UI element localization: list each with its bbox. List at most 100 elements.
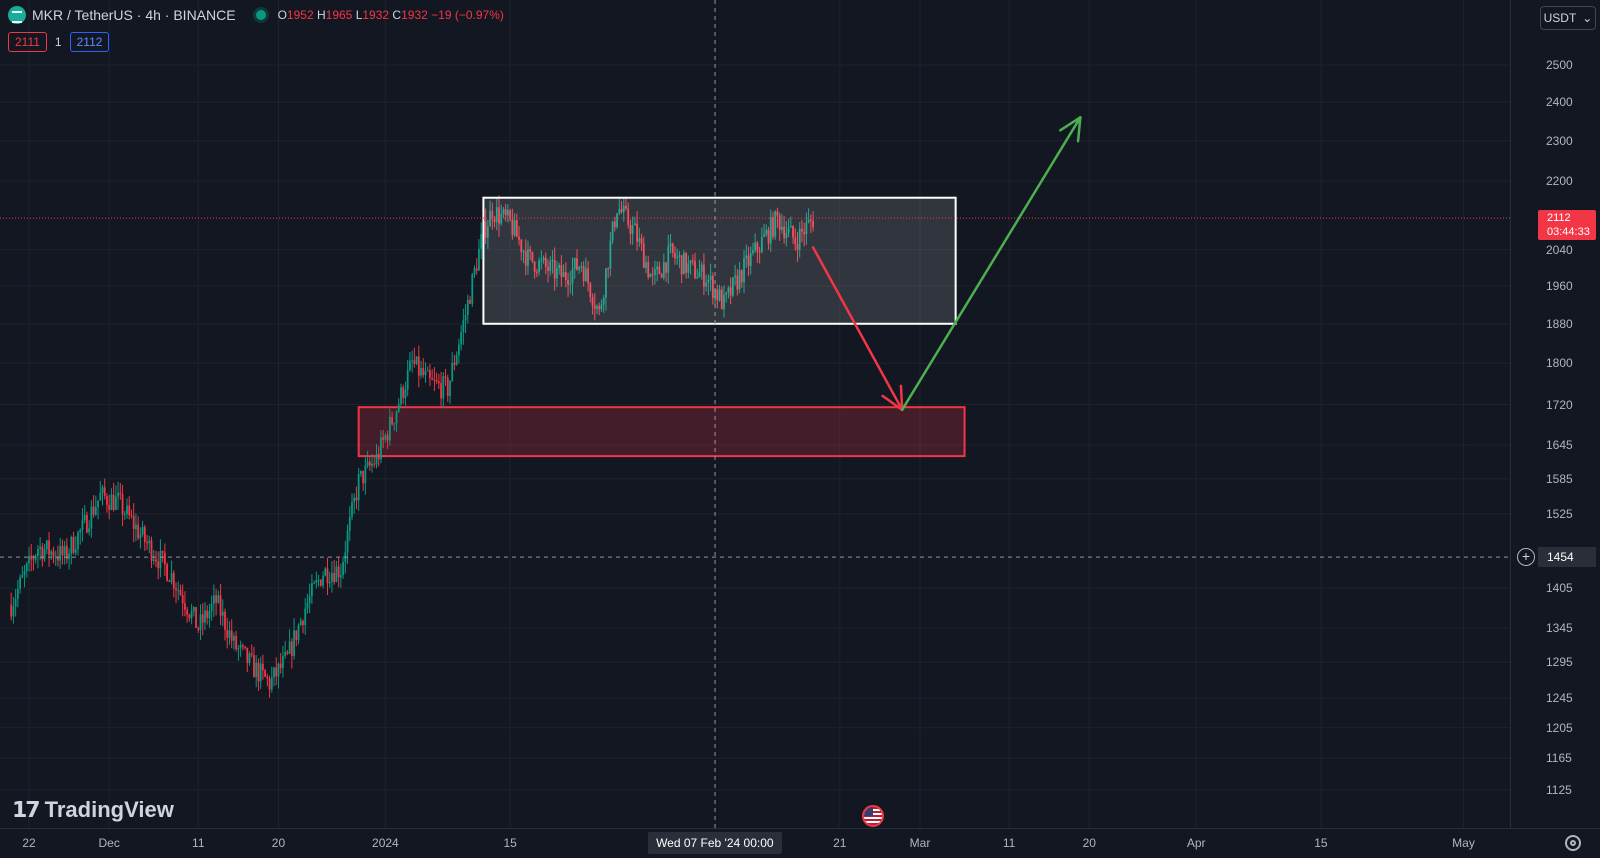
candle-body <box>184 603 186 610</box>
candle-body <box>642 243 645 269</box>
candle-body <box>792 225 794 238</box>
price-tick-label: 1645 <box>1546 438 1573 453</box>
candle-body <box>393 423 396 425</box>
candle-body <box>141 527 144 535</box>
candle-body <box>478 248 480 271</box>
price-tick-label: 1165 <box>1546 751 1572 766</box>
candle-body <box>286 652 289 654</box>
candle-body <box>801 228 803 232</box>
candle-body <box>333 572 336 582</box>
sell-button[interactable]: 2111 <box>8 32 47 52</box>
candle-body <box>146 542 148 544</box>
time-tick-label: 20 <box>271 836 286 850</box>
candle-body <box>531 251 534 262</box>
demand-zone-rectangle[interactable] <box>357 406 966 458</box>
plus-circle-icon[interactable]: + <box>1517 548 1535 567</box>
candle-body <box>190 610 193 618</box>
gear-icon[interactable] <box>1565 835 1581 851</box>
candle-body <box>377 454 380 460</box>
last-price-label: 2112 03:44:33 <box>1538 210 1596 241</box>
candle-body <box>97 500 99 508</box>
us-flag-icon[interactable] <box>862 805 884 827</box>
candle-body <box>331 572 333 582</box>
candle-body <box>337 566 340 578</box>
time-scale[interactable] <box>0 828 1600 858</box>
market-status-dot-icon[interactable] <box>255 10 266 20</box>
candle-body <box>166 564 169 581</box>
bearish-arrow-shaft <box>811 246 904 412</box>
candle-body <box>689 260 692 264</box>
candle-body <box>70 536 73 554</box>
low-value: 1932 <box>362 8 390 22</box>
candles <box>10 195 814 698</box>
candle-body <box>455 355 458 365</box>
candle-body <box>339 575 342 578</box>
candle-body <box>253 655 255 678</box>
candle-body <box>424 371 427 376</box>
candle-body <box>88 528 91 533</box>
high-value: 1965 <box>325 8 353 22</box>
time-tick-label: Dec <box>98 836 120 850</box>
candle-body <box>731 277 734 296</box>
candle-body <box>163 552 166 565</box>
candle-body <box>718 289 721 301</box>
candle-body <box>547 266 549 271</box>
bearish-arrow-head <box>881 394 904 412</box>
candle-body <box>143 527 146 543</box>
candle-body <box>409 360 411 370</box>
bar-countdown: 03:44:33 <box>1547 226 1590 239</box>
candle-body <box>649 274 652 278</box>
candle-body <box>366 461 369 466</box>
candle-body <box>130 515 133 517</box>
candle-body <box>636 223 639 242</box>
candle-body <box>371 463 373 466</box>
candle-body <box>596 306 598 309</box>
chart-pane[interactable] <box>0 0 1510 828</box>
candle-body <box>736 275 739 290</box>
candle-body <box>413 360 416 364</box>
crosshair-price-label: 1454 <box>1538 547 1596 568</box>
candle-body <box>94 507 97 515</box>
time-tick-label: Apr <box>1186 836 1206 850</box>
tradingview-watermark[interactable]: 𝟭𝟳 TradingView <box>12 797 174 823</box>
candle-body <box>199 614 202 630</box>
currency-dropdown[interactable]: USDT ⌄ <box>1540 6 1596 30</box>
candle-body <box>509 210 512 220</box>
candle-body <box>30 555 33 560</box>
candle-body <box>622 205 625 213</box>
candle-body <box>159 550 162 569</box>
candle-body <box>148 540 151 544</box>
candle-body <box>767 229 770 244</box>
price-tick-label: 1585 <box>1546 471 1573 486</box>
bearish-arrow-head <box>899 384 904 412</box>
open-value: 1952 <box>286 8 314 22</box>
candle-body <box>157 561 160 569</box>
symbol-title[interactable]: MKR / TetherUS · 4h · BINANCE <box>32 7 236 23</box>
price-scale[interactable] <box>1510 0 1600 828</box>
currency-label: USDT <box>1543 11 1577 25</box>
candle-body <box>411 360 414 362</box>
candle-body <box>215 595 218 603</box>
time-tick-label: Mar <box>909 836 931 850</box>
buy-button[interactable]: 2112 <box>69 32 110 52</box>
candle-body <box>658 266 661 275</box>
candle-body <box>611 221 614 241</box>
candle-body <box>680 255 683 275</box>
candlestick-chart[interactable] <box>0 0 1510 828</box>
candle-body <box>571 268 574 284</box>
bullish-arrow[interactable] <box>900 116 1082 412</box>
candle-body <box>86 514 88 533</box>
candle-body <box>348 516 351 531</box>
candle-body <box>386 435 389 441</box>
change-value: −19 (−0.97%) <box>431 8 504 22</box>
consolidation-range-rectangle[interactable] <box>482 196 957 325</box>
candle-body <box>627 208 630 225</box>
bearish-arrow[interactable] <box>811 246 904 412</box>
candle-body <box>400 387 402 405</box>
candle-body <box>34 555 37 560</box>
candle-body <box>355 497 358 501</box>
candle-body <box>328 581 331 584</box>
candle-body <box>123 514 126 516</box>
candle-body <box>740 270 743 283</box>
candle-body <box>551 259 554 262</box>
